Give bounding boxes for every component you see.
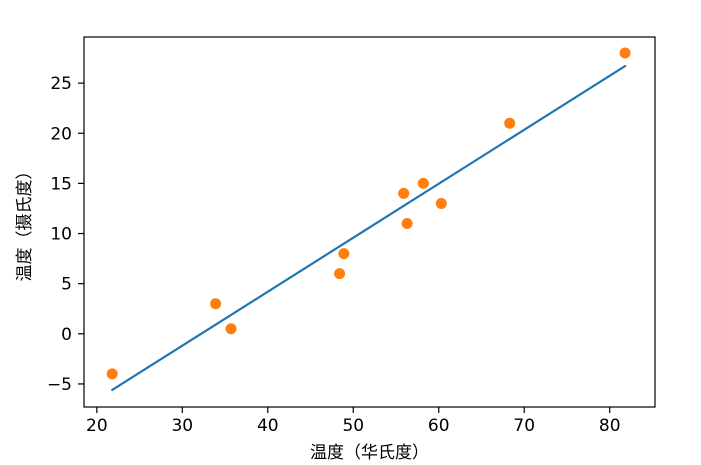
scatter-point [504, 117, 516, 129]
scatter-point [398, 187, 410, 199]
x-tick-label: 40 [257, 416, 279, 436]
x-tick-label: 30 [171, 416, 193, 436]
scatter-point [210, 298, 222, 310]
scatter-point [417, 177, 429, 189]
scatter-point [619, 47, 631, 59]
scatter-point [338, 248, 350, 260]
y-axis-label: 温度（摄氏度） [15, 163, 35, 282]
x-axis-label: 温度（华氏度） [310, 443, 429, 463]
x-tick-label: 70 [513, 416, 535, 436]
y-tick-label: 10 [50, 225, 72, 245]
y-tick-label: 25 [50, 74, 72, 94]
scatter-point [225, 323, 237, 335]
scatter-point [334, 268, 346, 280]
regression-line [111, 64, 627, 392]
y-tick-label: 5 [61, 275, 72, 295]
x-tick-label: 20 [86, 416, 108, 436]
scatter-point [401, 218, 413, 229]
plot-area [106, 47, 631, 392]
y-tick-label: 0 [61, 325, 72, 345]
scatter-point [435, 197, 447, 209]
x-tick-label: 80 [599, 416, 621, 436]
x-tick-label: 60 [428, 416, 450, 436]
x-tick-label: 50 [342, 416, 364, 436]
y-tick-label: 15 [50, 174, 72, 194]
axes-frame [83, 36, 656, 408]
y-tick-label: 20 [50, 124, 72, 144]
axis-ticks: 20 30 40 50 60 70 80 −5 0 5 10 15 20 25 [47, 74, 621, 436]
scatter-point [106, 368, 118, 380]
y-tick-label: −5 [47, 375, 72, 395]
